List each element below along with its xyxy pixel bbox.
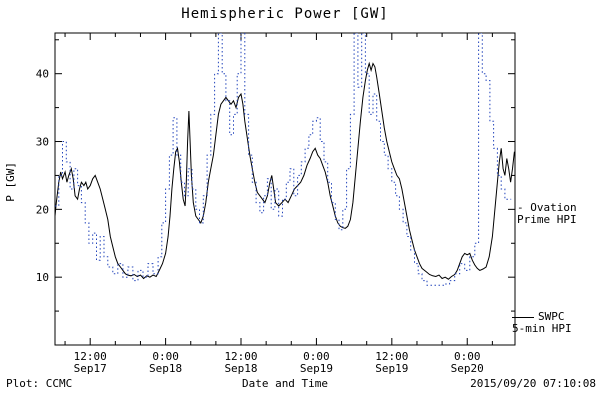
svg-text:Sep19: Sep19	[300, 362, 333, 375]
svg-text:12:00: 12:00	[74, 350, 107, 363]
svg-text:0:00: 0:00	[152, 350, 179, 363]
svg-text:30: 30	[36, 136, 49, 149]
legend-ovation-line2: Prime HPI	[517, 213, 577, 226]
svg-text:12:00: 12:00	[375, 350, 408, 363]
svg-text:Sep20: Sep20	[451, 362, 484, 375]
plot-source-label: Plot: CCMC	[6, 377, 73, 390]
svg-text:0:00: 0:00	[303, 350, 330, 363]
svg-text:40: 40	[36, 68, 49, 81]
chart-title: Hemispheric Power [GW]	[181, 6, 389, 22]
legend-ovation-line1: - Ovation	[517, 201, 577, 214]
svg-text:Sep17: Sep17	[74, 362, 107, 375]
swpc-line-sample-icon	[512, 316, 534, 318]
svg-text:Sep19: Sep19	[375, 362, 408, 375]
x-axis-label: Date and Time	[241, 377, 329, 390]
svg-text:12:00: 12:00	[224, 350, 257, 363]
plot-timestamp-label: 2015/09/20 07:10:08	[470, 377, 596, 390]
svg-text:0:00: 0:00	[454, 350, 481, 363]
svg-text:Sep18: Sep18	[224, 362, 257, 375]
svg-text:20: 20	[36, 203, 49, 216]
axis-ticks	[55, 33, 515, 345]
y-axis-label: P [GW]	[4, 162, 17, 202]
svg-text:10: 10	[36, 271, 49, 284]
series-ovation-line	[55, 33, 512, 286]
tick-labels: 12:00Sep170:00Sep1812:00Sep180:00Sep1912…	[36, 68, 484, 375]
plot-frame	[54, 32, 516, 346]
legend-swpc-name: SWPC	[538, 310, 565, 323]
legend-swpc-line1: SWPC	[512, 311, 572, 323]
series-swpc-line	[55, 61, 515, 280]
legend-swpc-line2: 5-min HPI	[512, 322, 572, 335]
legend-swpc: SWPC 5-min HPI	[512, 311, 572, 335]
legend-ovation: - Ovation Prime HPI	[517, 202, 577, 226]
svg-text:Sep18: Sep18	[149, 362, 182, 375]
